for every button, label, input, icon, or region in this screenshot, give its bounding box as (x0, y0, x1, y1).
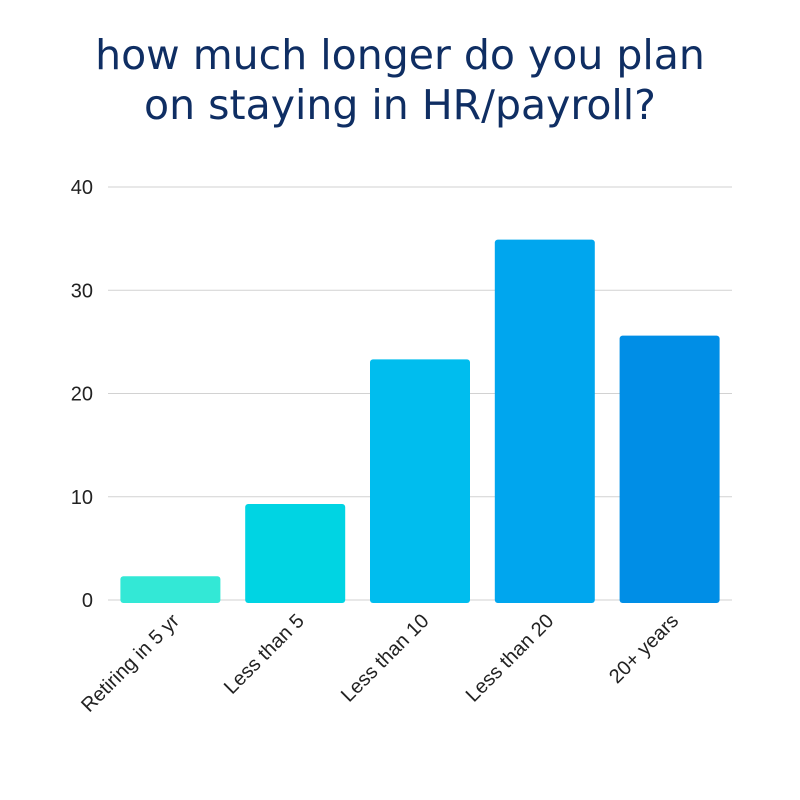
y-tick-label: 30 (71, 280, 93, 302)
chart-title-line-1: how much longer do you plan (95, 31, 705, 79)
x-category-label: Less than 20 (462, 610, 559, 707)
x-category-label: Retiring in 5 yr (77, 610, 184, 717)
bar-3 (370, 359, 470, 603)
bar-4 (494, 239, 595, 603)
bar-2 (245, 503, 346, 603)
bars (120, 239, 720, 603)
bar-5 (619, 335, 720, 603)
y-axis-tick-labels: 0 10 20 30 40 (71, 177, 93, 612)
y-tick-label: 20 (71, 384, 93, 406)
bar-1 (120, 576, 221, 603)
x-axis-category-labels: Retiring in 5 yr Less than 5 Less than 10 L… (77, 610, 683, 717)
x-category-label: Less than 5 (220, 610, 309, 699)
x-category-label: 20+ years (605, 610, 683, 688)
x-category-label: Less than 10 (337, 610, 434, 707)
y-tick-label: 0 (82, 590, 93, 612)
chart-title-line-2: on staying in HR/payroll? (144, 81, 656, 129)
y-tick-label: 40 (71, 177, 93, 199)
y-tick-label: 10 (71, 487, 93, 509)
chart-title: how much longer do you plan on staying i… (0, 30, 800, 130)
